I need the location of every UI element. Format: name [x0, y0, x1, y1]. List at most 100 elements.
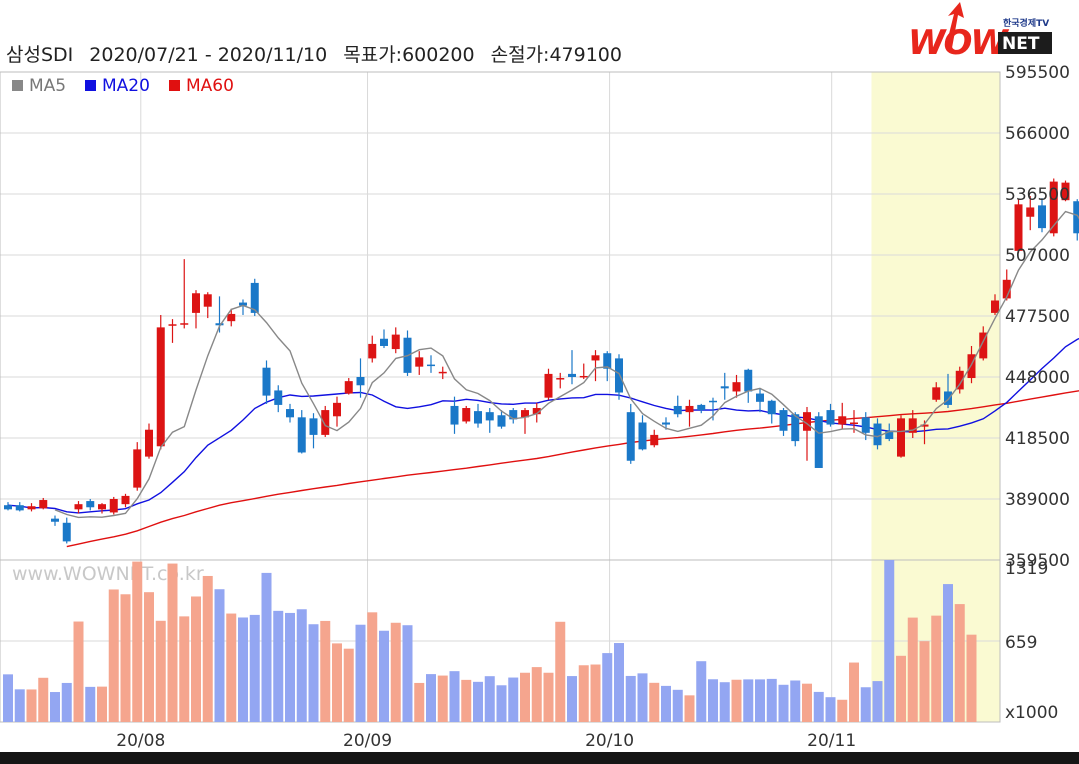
volume-bar	[684, 695, 695, 722]
candle-body	[1049, 181, 1058, 234]
volume-bar	[179, 616, 190, 722]
volume-bar	[332, 643, 342, 722]
volume-bar	[896, 655, 906, 722]
logo-net-box	[998, 32, 1052, 54]
volume-bar	[97, 686, 107, 722]
logo-net-text: NET	[1002, 34, 1040, 54]
candle-body	[932, 387, 941, 400]
candle-body	[156, 327, 165, 447]
candle-body	[685, 405, 694, 413]
candle-body	[720, 386, 729, 389]
candle-body	[509, 410, 518, 420]
price-tick-label: 536500	[1005, 185, 1070, 205]
candle-body	[920, 424, 929, 427]
target-price: 목표가:600200	[343, 44, 475, 66]
candle-body	[615, 358, 623, 393]
volume-bar	[602, 653, 613, 722]
volume-bar	[144, 592, 154, 722]
volume-bar	[191, 596, 201, 722]
candle-body	[1026, 207, 1035, 217]
candle-body	[239, 302, 247, 306]
volume-bar	[543, 672, 554, 722]
volume-bar	[872, 681, 883, 722]
candle-body	[803, 412, 811, 431]
volume-bar	[484, 676, 495, 722]
candle-body	[39, 500, 48, 509]
volume-bar	[461, 679, 472, 722]
volume-bar	[825, 697, 836, 722]
candle-body	[744, 369, 753, 392]
volume-bar	[73, 621, 84, 722]
candle-body	[908, 418, 917, 433]
date-tick-label: 20/10	[585, 731, 634, 751]
date-tick-label: 20/08	[116, 731, 165, 751]
candle-body	[74, 504, 83, 510]
candle-body	[967, 354, 976, 379]
volume-bar	[590, 664, 601, 722]
volume-bar	[719, 682, 730, 722]
volume-bar	[414, 682, 425, 722]
candle-body	[897, 418, 905, 457]
price-tick-label: 359500	[1005, 551, 1070, 571]
candle-body	[638, 422, 647, 450]
volume-bar	[214, 589, 225, 722]
candle-body	[145, 429, 153, 457]
logo-arrow	[946, 2, 964, 48]
volume-bar	[261, 572, 272, 722]
candle-body	[544, 373, 553, 398]
volume-bar	[108, 589, 119, 722]
candle-body	[732, 382, 741, 392]
candle-body	[497, 415, 506, 427]
candle-body	[86, 501, 95, 508]
bottom-bar	[0, 752, 1079, 764]
candle-body	[415, 357, 424, 367]
candle-body	[626, 412, 635, 461]
volume-bar	[943, 584, 953, 722]
candle-body	[979, 332, 988, 359]
volume-bar	[708, 679, 718, 722]
volume-bar	[567, 676, 577, 722]
candle-body	[791, 414, 800, 442]
candle-body	[521, 410, 529, 418]
volume-bar	[61, 682, 72, 722]
candle-body	[250, 282, 259, 313]
candle-body	[709, 400, 717, 403]
volume-bar	[802, 683, 812, 722]
candle-body	[368, 343, 377, 359]
candle-body	[168, 324, 177, 326]
candle-body	[462, 408, 471, 422]
volume-bar	[555, 621, 566, 722]
volume-bar	[520, 672, 530, 722]
volume-bar	[766, 678, 777, 722]
candle-body	[603, 353, 612, 369]
volume-bar	[226, 613, 237, 722]
volume-bar	[355, 624, 366, 722]
candle-body	[4, 505, 12, 510]
volume-bar	[884, 560, 895, 722]
legend-swatch	[85, 80, 96, 91]
candle-body	[309, 418, 318, 435]
legend-swatch	[169, 80, 180, 91]
volume-bar	[919, 641, 930, 722]
candle-body	[438, 371, 447, 374]
chart-legend: MA5 MA20 MA60	[12, 76, 234, 96]
candle-body	[15, 505, 24, 511]
volume-bar	[966, 634, 977, 722]
candle-body	[391, 334, 400, 350]
volume-bar	[308, 624, 319, 722]
volume-bar	[661, 685, 671, 722]
candle-body	[756, 393, 764, 402]
volume-bar	[50, 692, 60, 722]
volume-bar	[273, 610, 284, 722]
volume-bar	[578, 665, 589, 722]
candles	[4, 178, 1079, 544]
volume-bar	[85, 686, 96, 722]
candle-body	[955, 370, 964, 390]
candle-body	[850, 422, 858, 424]
volume-unit-label: x1000	[1005, 703, 1058, 723]
volume-bar	[778, 684, 789, 722]
chart-gridlines	[0, 71, 1001, 723]
volume-bar	[649, 682, 660, 722]
